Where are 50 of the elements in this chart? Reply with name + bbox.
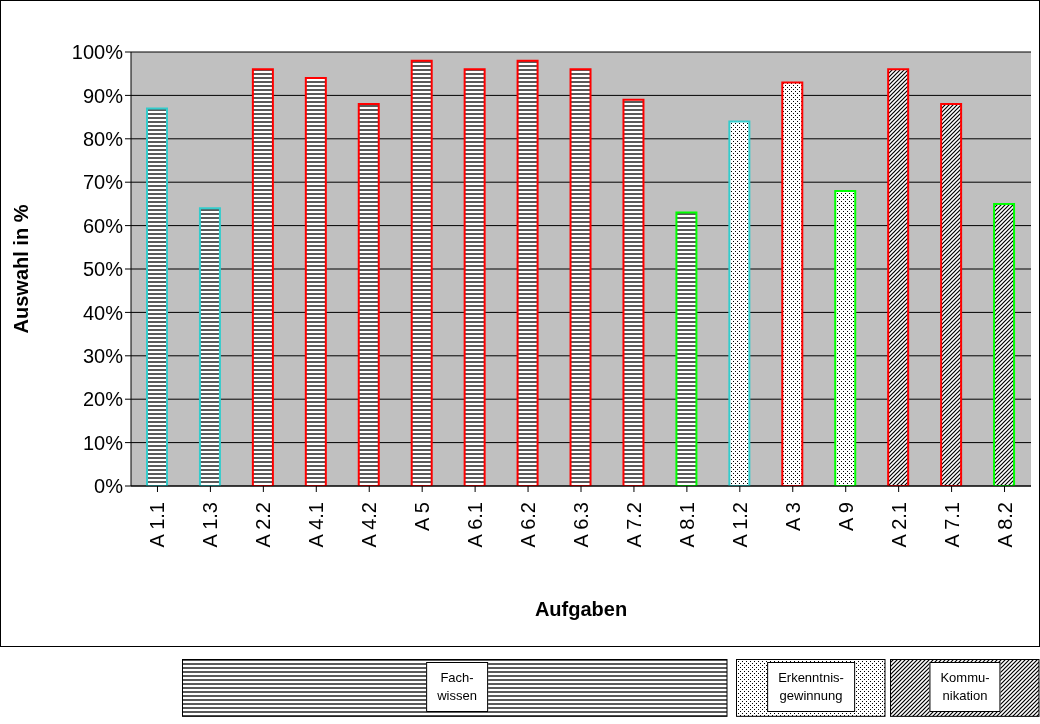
x-tick-label: A 7.1 — [940, 502, 963, 548]
x-tick-label: A 9 — [834, 502, 857, 531]
y-tick-label: 0% — [94, 475, 124, 498]
y-tick-label: 30% — [82, 344, 124, 367]
x-tick-label: A 2.1 — [887, 502, 910, 548]
x-tick-label: A 1.2 — [728, 502, 751, 548]
x-tick-label: A 6.3 — [570, 502, 592, 548]
bar — [940, 103, 963, 486]
y-tick-label: 80% — [82, 127, 124, 150]
bar — [781, 81, 804, 486]
bar — [569, 68, 592, 486]
bar — [728, 120, 751, 486]
x-tick-label: A 8.2 — [993, 502, 1016, 548]
bar — [516, 59, 539, 486]
y-tick-label: 10% — [82, 431, 124, 454]
x-tick-label: A 2.2 — [252, 502, 275, 548]
x-tick-label: A 1.1 — [146, 502, 169, 548]
bar — [834, 189, 857, 486]
y-tick-label: 20% — [82, 388, 124, 411]
text: Erkenntnis-gewinnung — [778, 669, 844, 705]
bar — [304, 77, 327, 486]
bar — [410, 59, 433, 486]
x-tick-label: A 8.1 — [675, 502, 698, 548]
text: Kommu-nikation — [940, 669, 990, 705]
bar — [146, 107, 168, 486]
bar — [463, 68, 486, 486]
x-tick-label: A 4.2 — [358, 502, 381, 548]
y-tick-label: 100% — [71, 41, 124, 64]
x-tick-label: A 3 — [781, 502, 804, 531]
y-tick-label: 50% — [82, 258, 124, 281]
x-tick-label: A 7.2 — [622, 502, 645, 548]
bar — [198, 207, 221, 486]
y-tick-label: 90% — [82, 84, 124, 107]
bar — [675, 211, 698, 486]
y-tick-label: 70% — [82, 171, 124, 194]
bar — [357, 103, 380, 486]
y-tick-label: 60% — [82, 214, 124, 237]
bar — [887, 68, 910, 486]
x-tick-label: A 1.3 — [199, 502, 222, 548]
x-tick-label: A 4.1 — [305, 502, 328, 548]
bar — [622, 98, 645, 486]
y-axis-title: Auswahl in % — [10, 204, 33, 334]
bar — [993, 202, 1016, 486]
y-tick-label: 40% — [82, 301, 124, 324]
bar — [251, 68, 274, 486]
x-tick-label: A 5 — [411, 502, 434, 531]
x-axis-title: Aufgaben — [534, 598, 628, 620]
x-tick-label: A 6.1 — [464, 502, 487, 548]
text: Fach-wissen — [437, 669, 477, 705]
x-tick-label: A 6.2 — [517, 502, 540, 548]
